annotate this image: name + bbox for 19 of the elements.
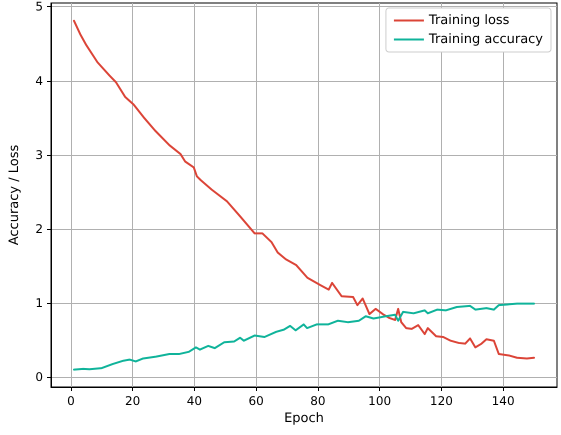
y-tick-label: 5 <box>35 0 43 14</box>
x-tick-label: 20 <box>125 394 140 408</box>
legend-label: Training accuracy <box>428 32 544 47</box>
x-tick-label: 120 <box>430 394 453 408</box>
x-tick-label: 140 <box>492 394 515 408</box>
y-tick-label: 3 <box>35 148 43 162</box>
x-axis-title: Epoch <box>284 410 324 426</box>
x-tick-label: 60 <box>248 394 264 408</box>
x-tick-label: 100 <box>368 394 392 408</box>
y-tick-label: 0 <box>35 370 43 384</box>
line-series <box>73 302 535 371</box>
y-axis-title: Accuracy / Loss <box>7 144 22 246</box>
x-tick-label: 40 <box>186 394 202 408</box>
y-tick-label: 4 <box>35 74 43 88</box>
legend-label: Training loss <box>428 13 510 28</box>
x-tick-label: 0 <box>67 394 75 408</box>
y-tick-label: 1 <box>35 296 43 310</box>
x-tick-label: 80 <box>310 394 326 408</box>
y-tick-label: 2 <box>35 222 43 236</box>
